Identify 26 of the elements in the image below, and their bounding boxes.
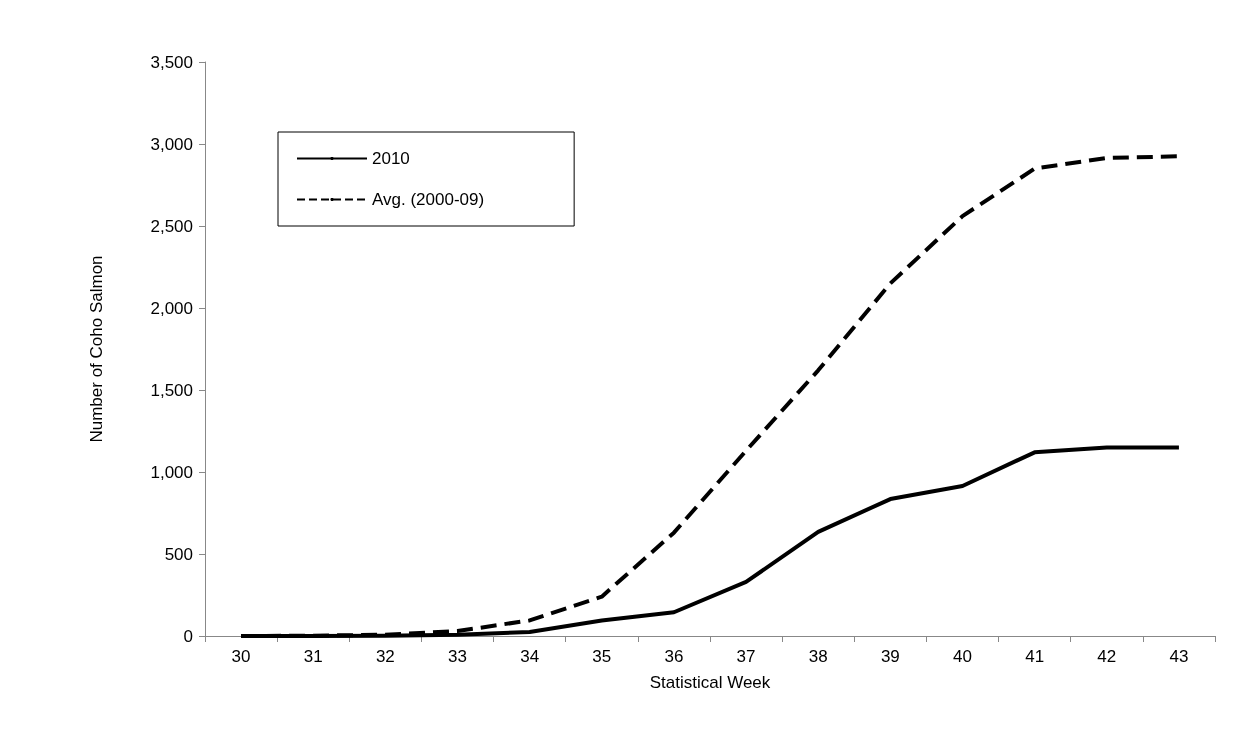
y-tick-label: 1,500 [150,380,193,400]
x-tick-label: 35 [592,647,612,666]
y-tick-label: 2,000 [150,298,193,318]
x-tick-label: 41 [1025,647,1045,666]
x-tick-label: 32 [375,647,395,666]
legend-label: Avg. (2000-09) [372,190,485,209]
x-tick-label: 33 [448,647,467,666]
x-tick-label: 37 [736,647,756,666]
y-tick-label: 2,500 [150,216,193,236]
y-tick-label: 3,000 [150,134,193,154]
legend-label: 2010 [372,149,410,168]
x-tick-label: 42 [1097,647,1117,666]
x-tick-label: 38 [808,647,828,666]
x-tick-label: 39 [880,647,900,666]
x-tick-label: 30 [231,647,251,666]
y-tick-label: 500 [164,544,193,564]
x-tick-label: 31 [303,647,323,666]
x-tick-label: 34 [520,647,540,666]
x-tick-label: 40 [953,647,972,666]
x-tick-label: 36 [664,647,684,666]
x-axis-title: Statistical Week [649,673,771,692]
y-tick-label: 1,000 [150,462,193,482]
y-tick-label: 0 [183,626,193,646]
y-tick-label: 3,500 [150,52,193,72]
y-axis-title: Number of Coho Salmon [87,255,106,443]
x-tick-label: 43 [1169,647,1189,666]
